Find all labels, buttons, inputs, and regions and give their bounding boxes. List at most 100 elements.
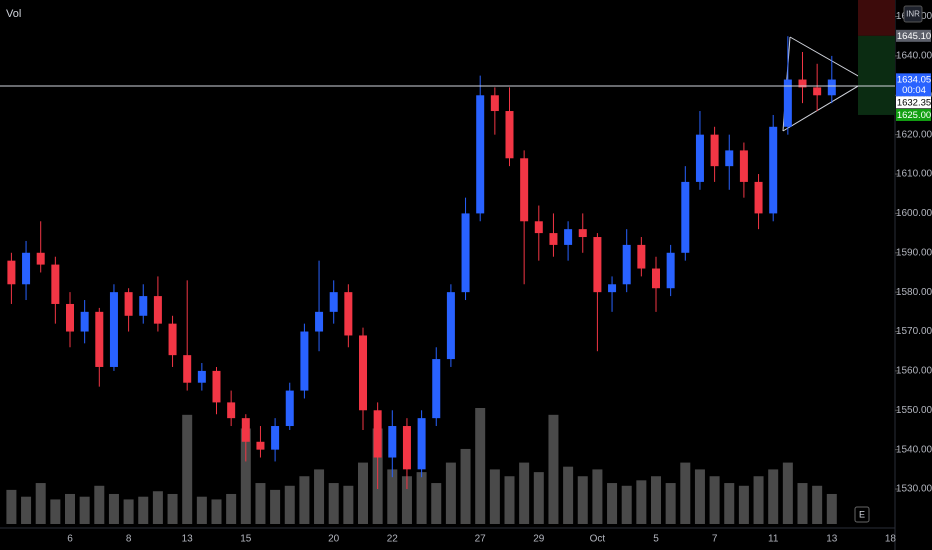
price-label-box [896, 108, 931, 121]
x-tick-label: 6 [67, 534, 73, 545]
volume-bar [182, 414, 193, 524]
x-tick-label: 5 [653, 534, 659, 545]
volume-bar [314, 469, 325, 524]
volume-bar [35, 483, 46, 524]
y-tick-label: 1550.00 [896, 405, 932, 416]
currency-badge[interactable] [903, 5, 923, 23]
x-tick-label: 7 [712, 534, 718, 545]
y-tick-label: 1600.00 [896, 208, 932, 219]
scale-button[interactable] [854, 506, 870, 523]
y-tick-label: 1640.00 [896, 51, 932, 62]
volume-bar [826, 493, 837, 524]
candle-body [300, 331, 309, 391]
volume-bar [94, 485, 105, 524]
candle-body [22, 252, 31, 285]
candle-body [695, 134, 704, 182]
y-tick-label: 1570.00 [896, 326, 932, 337]
volume-bar [196, 496, 207, 524]
currency-label: INR [906, 10, 920, 19]
volume-bar [607, 483, 618, 524]
candle-body [549, 233, 558, 245]
volume-bar [475, 408, 486, 524]
volume-bar [592, 469, 603, 524]
y-tick-label: 1590.00 [896, 247, 932, 258]
price-label: 1632.35 [897, 97, 931, 108]
volume-bar [563, 466, 574, 524]
candle-body [197, 370, 206, 383]
y-tick-label: 1560.00 [896, 366, 932, 377]
candle-body [417, 418, 426, 470]
volume-bar [65, 493, 75, 524]
y-tick-label: 1620.00 [896, 129, 932, 140]
candle-body [388, 426, 397, 458]
volume-bar [665, 483, 676, 524]
candle-body [476, 95, 485, 214]
candle-body [608, 284, 617, 293]
volume-bar [709, 476, 720, 524]
candle-body [783, 79, 792, 127]
volume-bar [299, 476, 310, 524]
volume-bar [431, 483, 442, 524]
candle-body [564, 229, 573, 245]
volume-bar [416, 472, 427, 524]
x-tick-label: Oct [590, 534, 606, 545]
candle-body [7, 260, 16, 285]
volume-bar [812, 485, 823, 524]
candle-body [652, 268, 660, 289]
candle-body [446, 292, 455, 360]
candle-body [139, 296, 148, 316]
candle-body [168, 323, 177, 356]
candle-body [51, 264, 60, 304]
volume-bar [782, 462, 793, 524]
volume-bar [519, 462, 530, 524]
volume-bar [123, 499, 134, 524]
volume-bar [651, 476, 661, 524]
volume-bar [724, 483, 735, 524]
x-tick-label: 8 [126, 534, 132, 545]
volume-bar [21, 496, 32, 524]
candle-body [754, 181, 763, 214]
y-tick-label: 1530.00 [896, 484, 932, 495]
candle-body [681, 181, 690, 253]
candle-body [769, 126, 778, 214]
candle-body [124, 292, 133, 316]
candle-body [271, 426, 280, 450]
candle-body [359, 335, 367, 411]
candle-body [520, 158, 529, 222]
price-label-box [896, 73, 931, 97]
candle-body [256, 441, 265, 450]
candle-body [578, 229, 587, 238]
candle-body [666, 252, 675, 289]
price-label: 1645.10 [897, 31, 931, 42]
candle-body [505, 111, 514, 159]
candle-body [813, 87, 822, 96]
scale-button-label: E [859, 509, 865, 519]
candle-body [373, 410, 382, 458]
volume-bar [548, 414, 559, 524]
x-tick-label: 13 [182, 534, 194, 545]
price-label: 1634.05 [897, 74, 931, 85]
position-stop [858, 0, 895, 36]
volume-bar [211, 499, 222, 524]
candle-body [725, 150, 734, 167]
volume-bar [226, 493, 237, 524]
candle-body [212, 370, 221, 403]
x-tick-label: 13 [826, 534, 838, 545]
countdown-label: 00:04 [902, 85, 926, 96]
y-tick-label: 1540.00 [896, 444, 932, 455]
volume-bar [255, 483, 266, 524]
volume-bar [387, 469, 398, 524]
volume-bar [79, 496, 90, 524]
volume-bar [753, 476, 764, 524]
volume-bar [738, 485, 749, 524]
volume-bar [6, 489, 17, 524]
volume-bar [489, 469, 500, 524]
volume-bar [328, 483, 339, 524]
candle-body [622, 244, 631, 285]
volume-label: Vol [6, 8, 21, 20]
volume-bar [401, 476, 412, 524]
x-tick-label: 11 [768, 534, 779, 545]
candle-body [344, 292, 353, 336]
y-tick-label: 1580.00 [896, 287, 932, 298]
